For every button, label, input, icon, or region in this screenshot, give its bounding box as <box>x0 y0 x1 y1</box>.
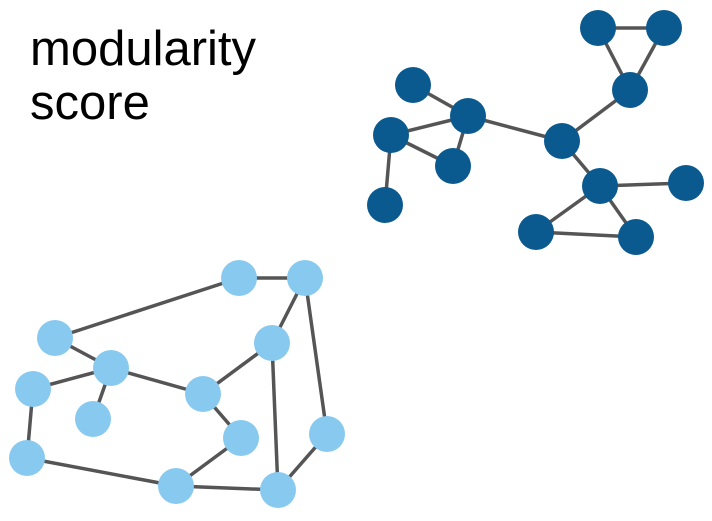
node-light-l4 <box>254 325 290 361</box>
node-light-l13 <box>260 472 296 508</box>
edge-l11-l12 <box>25 456 178 488</box>
node-light-l11 <box>9 440 45 476</box>
node-layer <box>9 10 704 508</box>
edge-layer <box>25 26 688 492</box>
node-dark-d7 <box>435 148 471 184</box>
node-dark-d4 <box>544 123 580 159</box>
node-light-l1 <box>221 260 257 296</box>
node-dark-d3 <box>612 72 648 108</box>
node-dark-d1 <box>580 10 616 46</box>
node-light-l2 <box>287 260 323 296</box>
node-light-l3 <box>93 350 129 386</box>
node-light-l7 <box>75 401 111 437</box>
edge-l4-l13 <box>270 341 280 492</box>
node-dark-d2 <box>646 10 682 46</box>
edge-l1-l5 <box>53 276 241 340</box>
node-dark-d11 <box>518 214 554 250</box>
diagram-title: modularity score <box>30 22 256 130</box>
title-line-1: modularity <box>30 22 257 76</box>
node-dark-d9 <box>582 168 618 204</box>
node-dark-d13 <box>395 67 431 103</box>
node-light-l8 <box>185 376 221 412</box>
node-dark-d8 <box>367 187 403 223</box>
title-line-2: score <box>30 76 150 130</box>
edge-l2-l9 <box>303 276 329 436</box>
node-dark-d12 <box>618 219 654 255</box>
node-dark-d5 <box>450 98 486 134</box>
node-light-l12 <box>158 468 194 504</box>
node-light-l9 <box>309 416 345 452</box>
node-light-l5 <box>37 320 73 356</box>
node-light-l10 <box>223 420 259 456</box>
node-light-l6 <box>15 371 51 407</box>
node-dark-d6 <box>373 117 409 153</box>
node-dark-d10 <box>668 165 704 201</box>
